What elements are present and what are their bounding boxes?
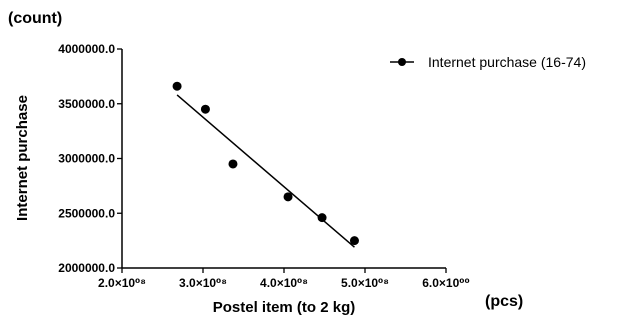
x-tick-label: 2.0×10⁰⁸ xyxy=(98,276,146,290)
x-tick-label: 6.0×10⁰⁰ xyxy=(422,276,470,290)
y-tick-label: 2500000.0 xyxy=(58,206,115,220)
legend-series-label: Internet purchase (16-74) xyxy=(428,54,586,70)
data-point xyxy=(317,213,327,223)
x-tick-label: 5.0×10⁰⁸ xyxy=(341,276,389,290)
x-axis-ticks: 2.0×10⁰⁸ 3.0×10⁰⁸ 4.0×10⁰⁸ 5.0×10⁰⁸ 6.0×10⁰⁰ xyxy=(98,268,470,290)
legend-marker-swatch xyxy=(398,58,406,66)
y-axis-ticks: 2000000.0 2500000.0 3000000.0 3500000.0 4000… xyxy=(58,42,122,275)
x-tick-label: 3.0×10⁰⁸ xyxy=(179,276,227,290)
regression-line xyxy=(176,94,355,248)
data-point xyxy=(283,192,293,202)
x-unit-label: (pcs) xyxy=(485,293,523,310)
x-axis: 2.0×10⁰⁸ 3.0×10⁰⁸ 4.0×10⁰⁸ 5.0×10⁰⁸ 6.0×10⁰⁰ xyxy=(98,267,470,290)
data-point xyxy=(200,104,210,114)
y-tick-label: 4000000.0 xyxy=(58,42,115,56)
x-tick-label: 4.0×10⁰⁸ xyxy=(260,276,308,290)
y-tick-label: 3500000.0 xyxy=(58,97,115,111)
y-axis: 2000000.0 2500000.0 3000000.0 3500000.0 4000… xyxy=(58,42,123,275)
data-point xyxy=(349,236,359,246)
data-point xyxy=(172,81,182,91)
y-unit-label: (count) xyxy=(8,10,62,27)
plot-area xyxy=(172,81,359,248)
x-axis-title: Postel item (to 2 kg) xyxy=(213,299,356,316)
y-tick-label: 3000000.0 xyxy=(58,152,115,166)
y-axis-title: Internet purchase xyxy=(14,95,31,221)
y-tick-label: 2000000.0 xyxy=(58,261,115,275)
legend: Internet purchase (16-74) xyxy=(390,54,586,70)
data-point xyxy=(228,159,238,169)
